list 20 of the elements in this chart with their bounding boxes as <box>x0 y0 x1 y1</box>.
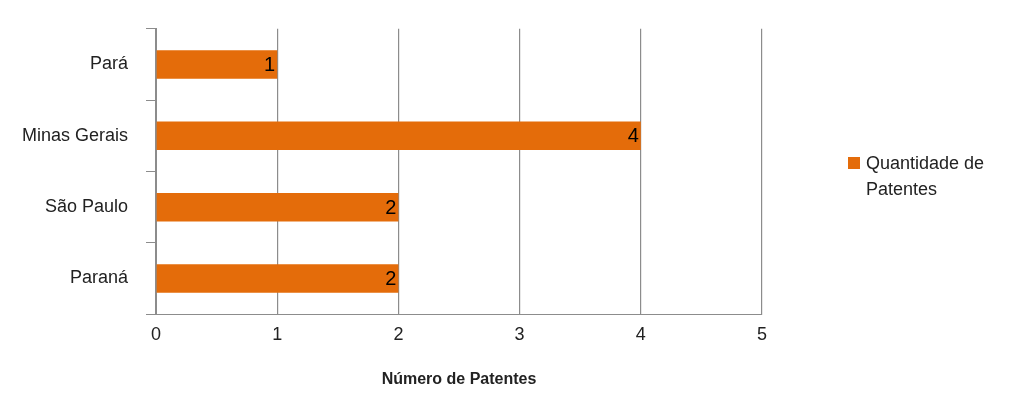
y-tick-label: Pará <box>90 53 130 74</box>
x-tick-label: 3 <box>514 323 525 344</box>
bar <box>156 50 278 79</box>
legend-label: Quantidade de Patentes <box>866 152 986 201</box>
data-label: 1 <box>264 52 276 75</box>
y-tick-label: São Paulo <box>44 196 129 217</box>
data-label: 2 <box>385 195 397 218</box>
x-tick-label: 4 <box>635 323 646 344</box>
bar <box>156 264 399 293</box>
y-tick-label: Paraná <box>69 267 130 288</box>
bar <box>156 121 641 151</box>
data-label: 2 <box>385 267 397 290</box>
x-axis-title: Número de Patentes <box>381 369 537 387</box>
x-tick-label: 0 <box>151 323 162 344</box>
data-label: 4 <box>627 124 639 147</box>
x-tick-label: 5 <box>756 323 768 344</box>
x-tick-label: 1 <box>272 323 283 344</box>
x-tick-label: 2 <box>393 323 404 344</box>
y-tick-label: Minas Gerais <box>22 124 129 145</box>
bar <box>156 192 399 222</box>
